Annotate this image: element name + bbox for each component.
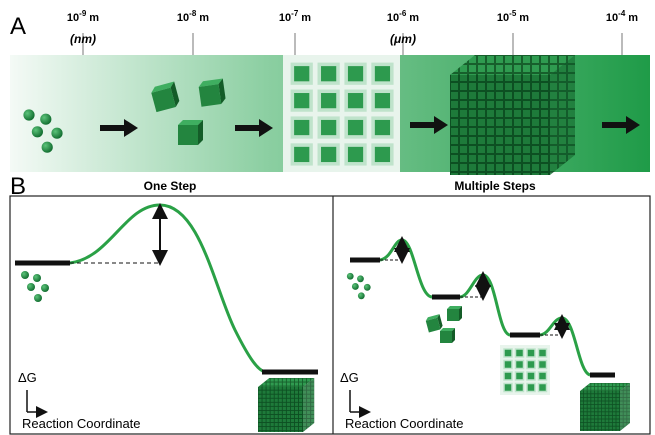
energy-diagram <box>347 240 630 431</box>
scale-unit: m <box>199 12 209 24</box>
scale-exponent: -7 <box>291 9 299 18</box>
panel-title: One Step <box>144 179 197 193</box>
panel-label: A <box>10 13 26 40</box>
axis-label: ΔG <box>18 370 37 385</box>
energy-diagram <box>15 205 318 432</box>
scale-unit: m <box>628 12 638 24</box>
superlattice <box>283 55 400 172</box>
scale-exponent: -9 <box>79 9 87 18</box>
scale-note: (μm) <box>390 32 416 46</box>
axis-label: ΔG <box>340 370 359 385</box>
scale-unit: m <box>409 12 419 24</box>
scale-base: 10 <box>67 12 79 24</box>
panel-frame <box>10 196 650 434</box>
scale-exponent: -6 <box>399 9 407 18</box>
scale-exponent: -8 <box>189 9 197 18</box>
axis-label: Reaction Coordinate <box>22 416 141 431</box>
scale-unit: m <box>301 12 311 24</box>
scale-exponent: -4 <box>618 9 626 18</box>
scale-note: (nm) <box>70 32 96 46</box>
scale-exponent: -5 <box>509 9 517 18</box>
scale-base: 10 <box>606 12 618 24</box>
panel-title: Multiple Steps <box>454 179 536 193</box>
scale-base: 10 <box>497 12 509 24</box>
scale-base: 10 <box>177 12 189 24</box>
scale-unit: m <box>89 12 99 24</box>
figure: A 10-9m(nm)10-8m10-7m10-6m(μm)10-5m10-4m… <box>0 0 655 435</box>
scale-base: 10 <box>279 12 291 24</box>
bulk-crystal <box>450 55 575 175</box>
scale-unit: m <box>519 12 529 24</box>
axis-label: Reaction Coordinate <box>345 416 464 431</box>
scale-base: 10 <box>387 12 399 24</box>
